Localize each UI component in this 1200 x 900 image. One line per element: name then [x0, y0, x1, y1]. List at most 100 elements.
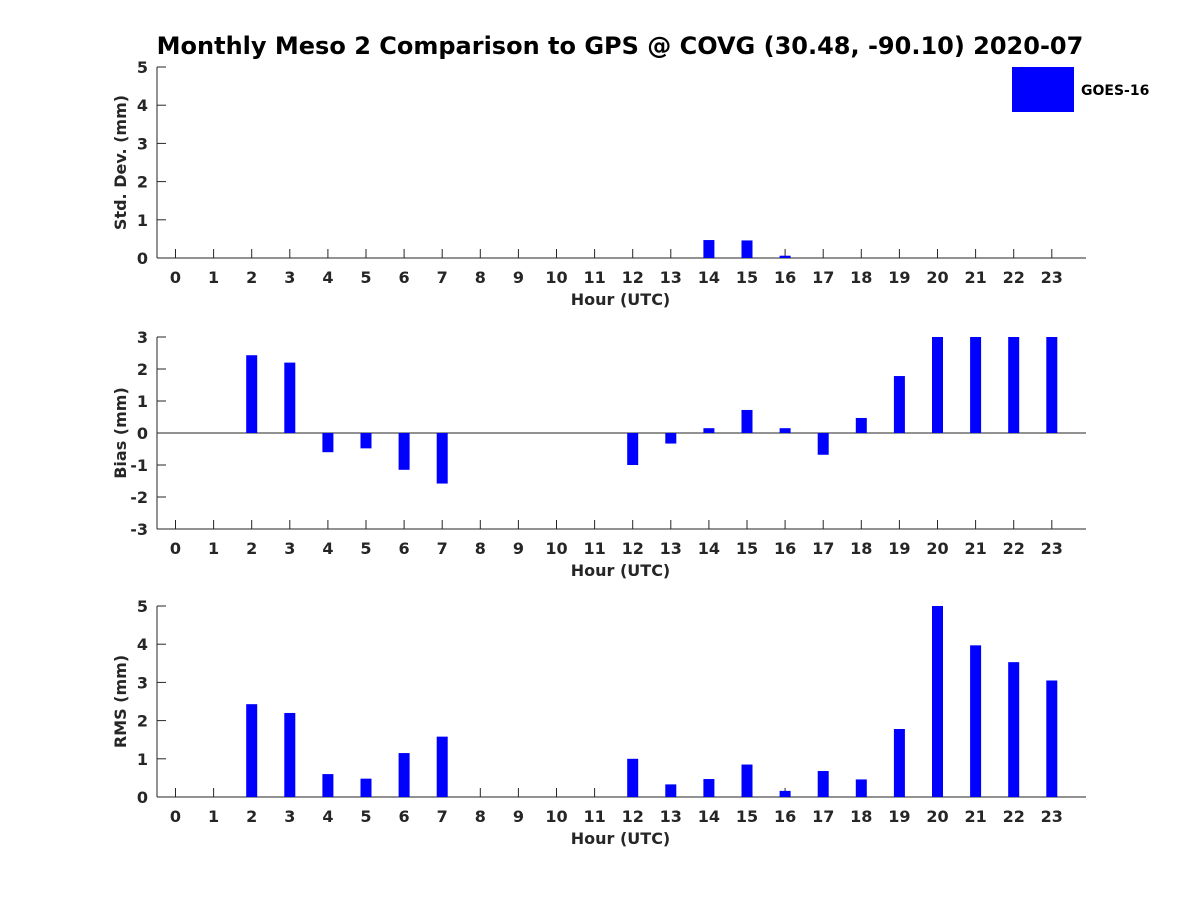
x-tick-label: 19: [888, 539, 910, 558]
x-tick-label: 9: [513, 268, 524, 287]
x-tick-label: 12: [622, 539, 644, 558]
bar: [855, 779, 867, 797]
x-tick-label: 18: [850, 539, 872, 558]
x-tick-label: 3: [284, 807, 295, 826]
bar: [779, 790, 791, 797]
x-tick-label: 11: [583, 539, 605, 558]
bar: [284, 362, 296, 433]
x-tick-label: 20: [926, 539, 948, 558]
x-tick-label: 2: [246, 807, 257, 826]
x-tick-label: 22: [1003, 268, 1025, 287]
x-tick-label: 23: [1041, 268, 1063, 287]
x-tick-label: 0: [170, 807, 181, 826]
bar: [817, 433, 829, 455]
bar: [1046, 337, 1058, 433]
x-tick-label: 4: [322, 268, 333, 287]
x-tick-label: 5: [360, 539, 371, 558]
x-tick-label: 0: [170, 539, 181, 558]
x-tick-label: 11: [583, 807, 605, 826]
x-tick-label: 19: [888, 807, 910, 826]
x-tick-label: 18: [850, 268, 872, 287]
bar: [1008, 337, 1020, 433]
y-tick-label: 0: [137, 788, 148, 807]
x-tick-label: 4: [322, 539, 333, 558]
y-tick-label: 4: [137, 96, 148, 115]
bar: [360, 433, 372, 449]
y-tick-label: 0: [137, 424, 148, 443]
bar: [246, 355, 258, 433]
bar: [741, 409, 753, 433]
x-tick-label: 13: [660, 268, 682, 287]
legend-label: GOES-16: [1081, 83, 1149, 99]
x-tick-label: 21: [964, 268, 986, 287]
y-tick-label: 2: [137, 360, 148, 379]
x-tick-label: 1: [208, 807, 219, 826]
y-tick-label: 1: [137, 392, 148, 411]
x-tick-label: 8: [475, 539, 486, 558]
bar: [779, 428, 791, 433]
x-tick-label: 17: [812, 268, 834, 287]
x-tick-label: 6: [399, 539, 410, 558]
bar: [855, 417, 867, 433]
x-tick-label: 6: [399, 807, 410, 826]
y-tick-label: 5: [137, 597, 148, 616]
x-tick-label: 7: [437, 268, 448, 287]
bar: [817, 771, 829, 797]
x-tick-label: 10: [545, 268, 567, 287]
x-tick-label: 17: [812, 539, 834, 558]
x-tick-label: 11: [583, 268, 605, 287]
bar: [398, 433, 410, 470]
y-tick-label: 5: [137, 58, 148, 77]
x-tick-label: 15: [736, 268, 758, 287]
x-axis-label: Hour (UTC): [571, 290, 671, 309]
x-tick-label: 8: [475, 268, 486, 287]
x-tick-label: 1: [208, 539, 219, 558]
bar: [360, 778, 372, 797]
x-tick-label: 16: [774, 268, 796, 287]
x-tick-label: 21: [964, 539, 986, 558]
x-tick-label: 15: [736, 807, 758, 826]
bar: [741, 240, 753, 258]
x-tick-label: 12: [622, 807, 644, 826]
bar: [627, 433, 639, 465]
x-tick-label: 1: [208, 268, 219, 287]
bar: [322, 774, 334, 797]
y-tick-label: -1: [130, 456, 148, 475]
y-tick-label: 3: [137, 328, 148, 347]
bar: [284, 712, 296, 797]
bar: [436, 736, 448, 797]
bar: [741, 764, 753, 797]
x-tick-label: 7: [437, 539, 448, 558]
legend-swatch: [1012, 67, 1074, 112]
x-tick-label: 10: [545, 807, 567, 826]
x-tick-label: 18: [850, 807, 872, 826]
x-tick-label: 7: [437, 807, 448, 826]
x-tick-label: 9: [513, 807, 524, 826]
bar: [703, 240, 715, 258]
bar: [436, 433, 448, 484]
y-tick-label: 0: [137, 249, 148, 268]
x-tick-label: 13: [660, 807, 682, 826]
bar: [1046, 680, 1058, 797]
y-tick-label: 4: [137, 635, 148, 654]
x-tick-label: 5: [360, 807, 371, 826]
x-tick-label: 22: [1003, 539, 1025, 558]
x-tick-label: 5: [360, 268, 371, 287]
x-axis-label: Hour (UTC): [571, 561, 671, 580]
bar: [893, 729, 905, 797]
bar: [627, 758, 639, 797]
chart-title: Monthly Meso 2 Comparison to GPS @ COVG …: [157, 32, 1084, 60]
x-tick-label: 14: [698, 807, 720, 826]
x-tick-label: 23: [1041, 807, 1063, 826]
x-tick-label: 3: [284, 268, 295, 287]
x-tick-label: 15: [736, 539, 758, 558]
y-tick-label: -2: [130, 488, 148, 507]
x-tick-label: 12: [622, 268, 644, 287]
bar: [398, 753, 410, 797]
x-tick-label: 16: [774, 807, 796, 826]
x-tick-label: 9: [513, 539, 524, 558]
